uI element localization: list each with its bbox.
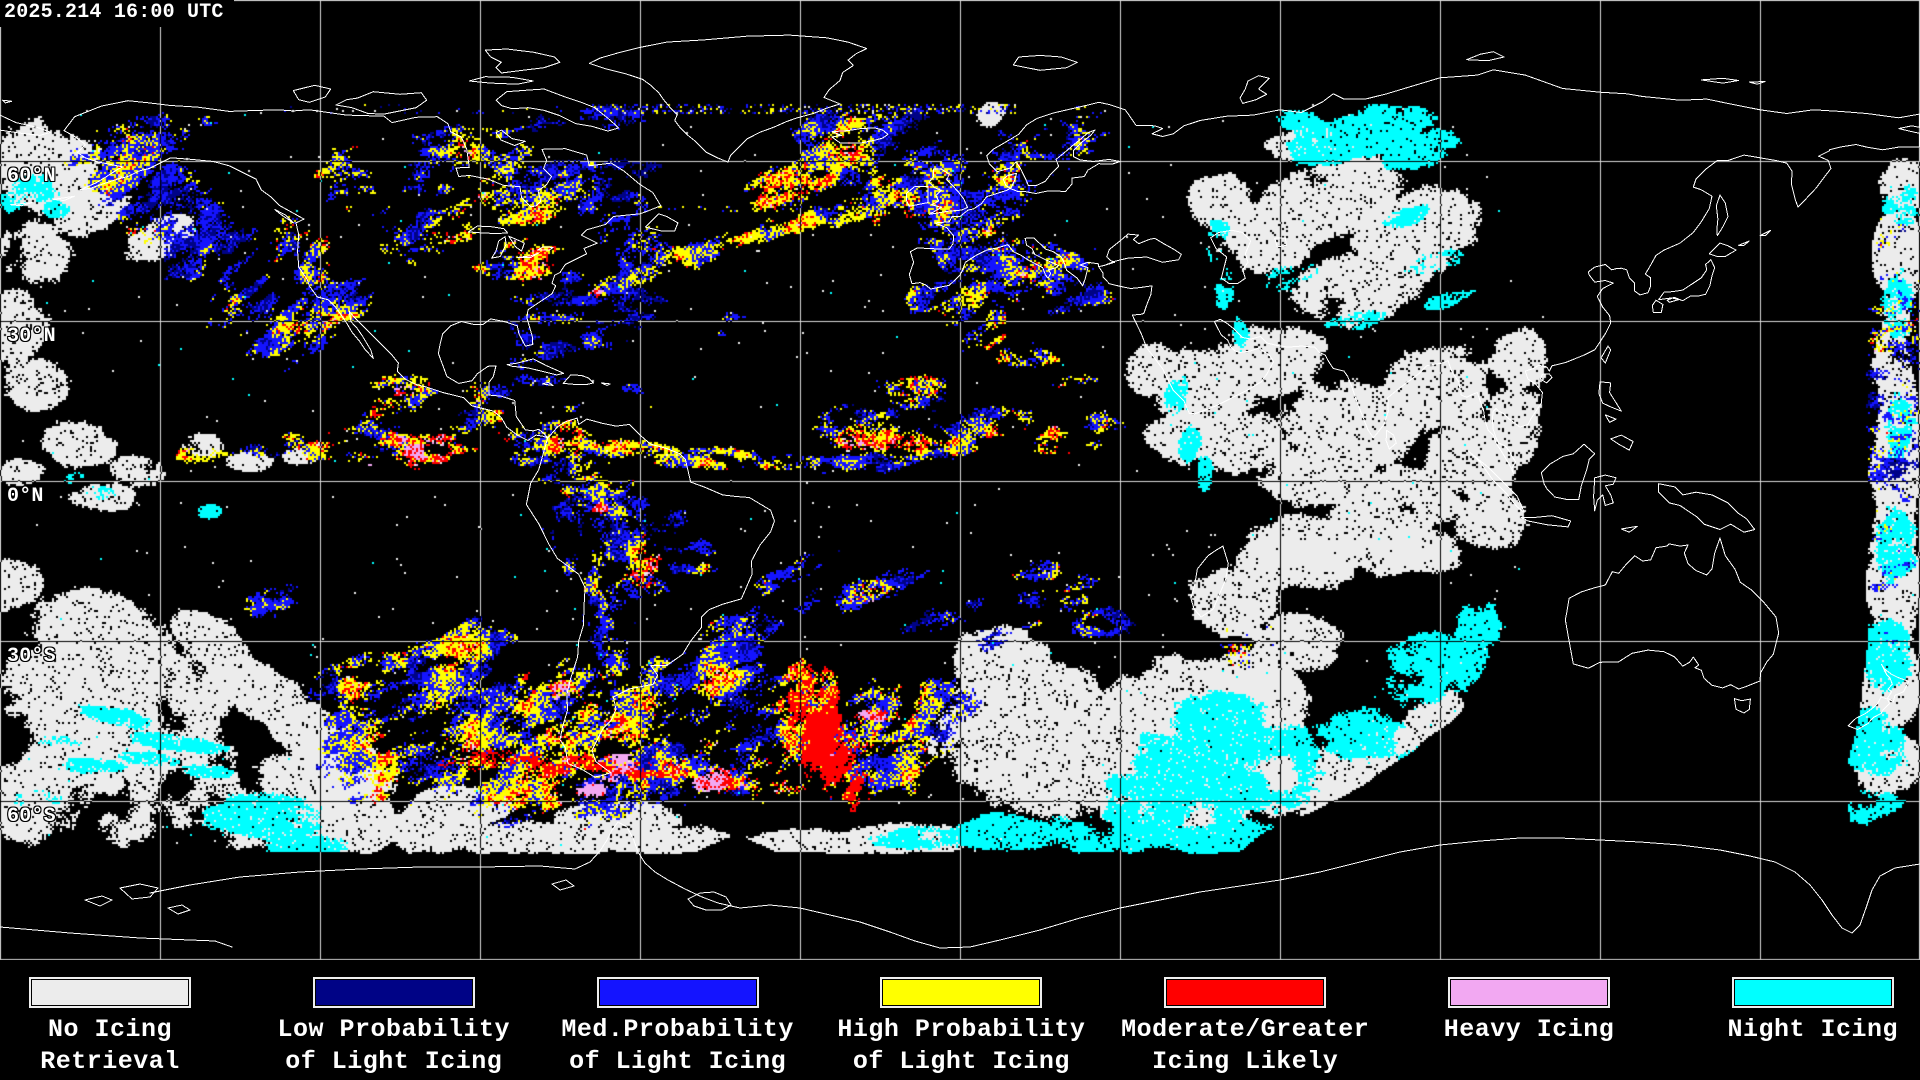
- legend-swatch: [29, 977, 191, 1008]
- legend-item-5: Moderate/Greater Icing Likely: [1103, 960, 1387, 1080]
- legend-item-4: High Probability of Light Icing: [819, 960, 1103, 1080]
- legend-label: Night Icing: [1727, 1015, 1899, 1044]
- lat-label-30°N: 30°N: [7, 325, 56, 348]
- legend-swatch: [596, 977, 759, 1008]
- legend-item-3: Med.Probability of Light Icing: [536, 960, 820, 1080]
- legend-label: No Icing Retrieval: [40, 1015, 180, 1076]
- legend-item-6: Heavy Icing: [1387, 960, 1671, 1080]
- legend-item-7: Night Icing: [1671, 960, 1920, 1080]
- coastline-path: [0, 34, 1920, 949]
- lat-label-30°S: 30°S: [7, 645, 56, 668]
- legend-label: High Probability of Light Icing: [837, 1015, 1086, 1076]
- lat-label-60°N: 60°N: [7, 165, 56, 188]
- timestamp: 2025.214 16:00 UTC: [0, 0, 234, 27]
- legend-item-2: Low Probability of Light Icing: [252, 960, 536, 1080]
- coastlines: [0, 34, 1920, 949]
- legend-swatch: [1448, 977, 1610, 1008]
- lat-label-0°N: 0°N: [7, 485, 44, 508]
- icing-data-canvas: [0, 0, 1920, 962]
- map-overlay: [0, 34, 1920, 949]
- legend: No Icing Retrieval Low Probability of Lig…: [0, 960, 1920, 1080]
- legend-swatch: [1164, 977, 1327, 1008]
- legend-item-1: No Icing Retrieval: [0, 960, 252, 1080]
- legend-label: Low Probability of Light Icing: [277, 1015, 511, 1076]
- legend-swatch: [1731, 977, 1894, 1008]
- legend-label: Moderate/Greater Icing Likely: [1121, 1015, 1370, 1076]
- legend-label: Med.Probability of Light Icing: [561, 1015, 794, 1076]
- legend-swatch: [880, 977, 1043, 1008]
- legend-swatch: [312, 977, 475, 1008]
- lat-label-60°S: 60°S: [7, 805, 56, 828]
- legend-label: Heavy Icing: [1443, 1015, 1615, 1044]
